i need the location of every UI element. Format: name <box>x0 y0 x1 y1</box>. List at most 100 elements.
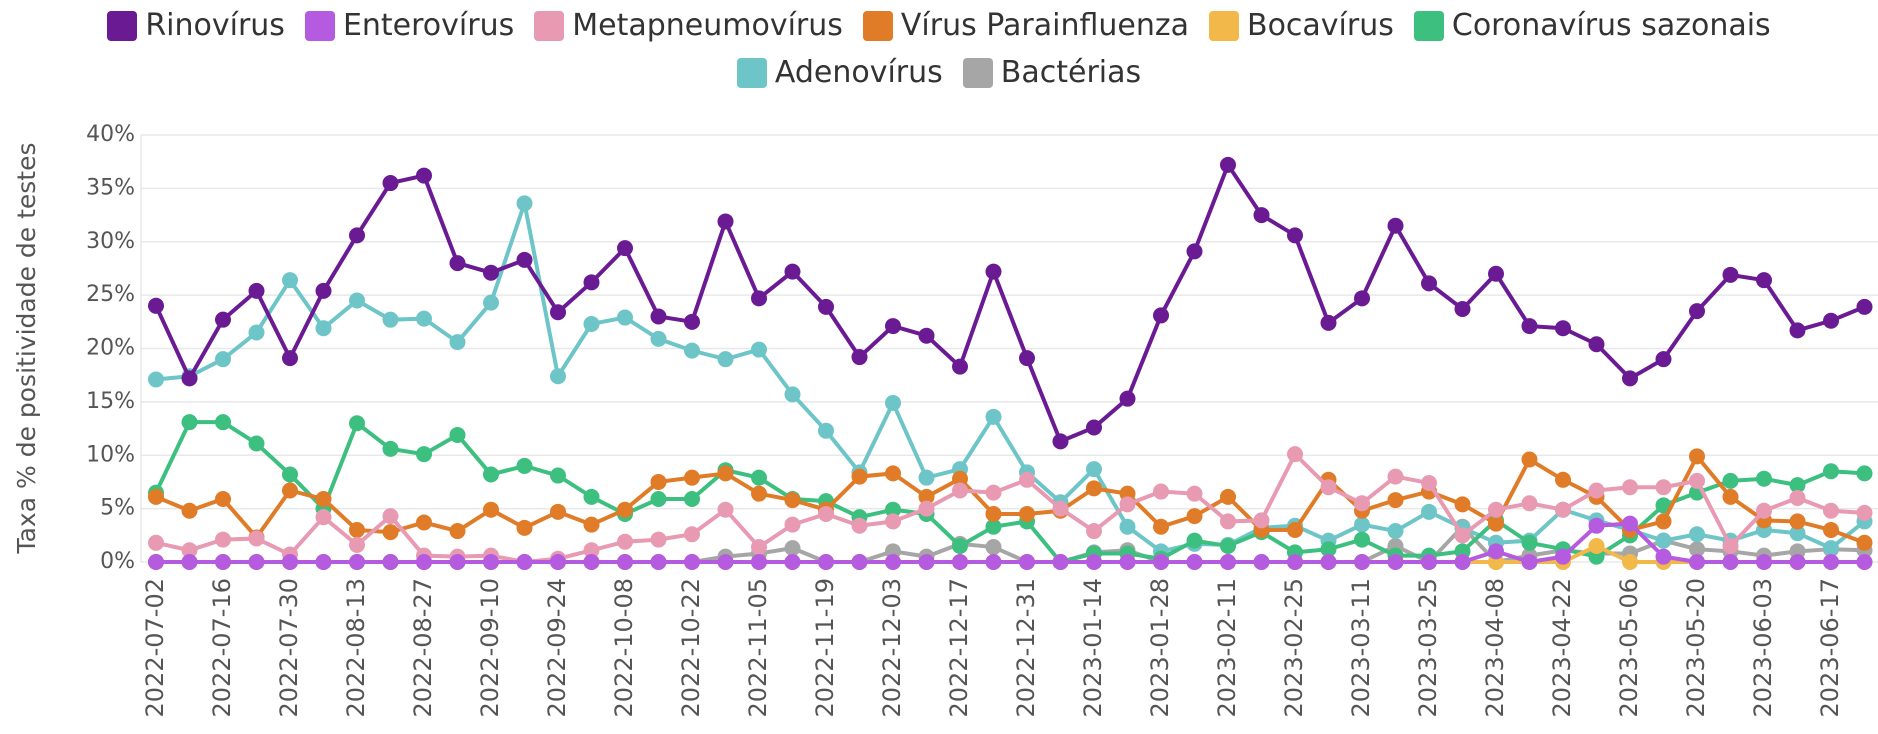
point <box>1387 523 1404 540</box>
point <box>349 521 365 538</box>
point <box>885 394 901 411</box>
point <box>851 468 868 485</box>
point <box>985 554 1002 570</box>
point <box>1086 461 1102 478</box>
y-axis-title: Taxa % de positividade de testes <box>12 142 41 554</box>
point <box>382 440 399 457</box>
x-tick-label: 2022-09-10 <box>476 578 504 717</box>
point <box>550 554 566 570</box>
legend-item[interactable]: Bocavírus <box>1208 8 1394 43</box>
y-tick-label: 25% <box>86 282 135 307</box>
point <box>1622 515 1638 532</box>
point <box>1488 515 1504 532</box>
point <box>784 516 801 533</box>
point <box>382 175 399 192</box>
point <box>717 213 734 230</box>
point <box>1354 531 1370 548</box>
legend-item[interactable]: Coronavírus sazonais <box>1413 8 1771 43</box>
point <box>483 554 499 570</box>
point <box>818 554 834 570</box>
point <box>1689 541 1705 558</box>
point <box>483 501 499 518</box>
point <box>918 554 935 570</box>
legend-label: Bactérias <box>1000 55 1142 90</box>
point <box>818 422 834 439</box>
x-tick-label: 2023-02-11 <box>1213 578 1241 717</box>
point <box>550 368 566 385</box>
point <box>617 309 633 326</box>
point <box>885 554 901 570</box>
point <box>784 540 801 557</box>
point <box>784 386 801 403</box>
point <box>382 311 399 328</box>
point <box>1722 488 1739 505</box>
legend-item[interactable]: Enterovírus <box>304 8 514 43</box>
point <box>416 446 432 463</box>
legend-item[interactable]: Bactérias <box>962 55 1142 90</box>
point <box>1186 508 1203 525</box>
point <box>1153 554 1169 570</box>
point <box>1555 548 1571 565</box>
point <box>1789 525 1806 542</box>
point <box>1287 554 1303 570</box>
point <box>148 297 164 314</box>
point <box>985 539 1002 556</box>
point <box>1119 496 1136 513</box>
point <box>717 351 734 368</box>
point <box>717 465 734 482</box>
point <box>416 310 432 327</box>
x-tick-label: 2022-11-19 <box>811 578 839 717</box>
point <box>1019 554 1035 570</box>
x-tick-label: 2022-10-22 <box>677 578 705 717</box>
point <box>1789 513 1806 530</box>
point <box>1253 554 1270 570</box>
x-tick-label: 2023-04-22 <box>1548 578 1576 717</box>
legend-item[interactable]: Vírus Parainfluenza <box>862 8 1189 43</box>
point <box>516 251 533 268</box>
point <box>349 227 365 244</box>
point <box>416 514 432 531</box>
point <box>315 554 332 570</box>
point <box>215 531 231 548</box>
point <box>516 554 533 570</box>
legend-item[interactable]: Adenovírus <box>736 55 943 90</box>
point <box>1220 156 1236 173</box>
point <box>315 320 332 337</box>
x-tick-label: 2022-07-02 <box>141 578 169 717</box>
x-tick-label: 2023-04-08 <box>1481 578 1509 717</box>
legend-swatch <box>1413 10 1444 41</box>
point <box>1521 451 1538 468</box>
x-tick-label: 2023-02-25 <box>1280 578 1308 717</box>
legend-item[interactable]: Metapneumovírus <box>534 8 843 43</box>
point <box>181 414 198 431</box>
legend-label: Coronavírus sazonais <box>1451 8 1771 43</box>
point <box>1622 479 1638 496</box>
point <box>516 195 533 212</box>
point <box>282 482 298 499</box>
point <box>1588 482 1605 499</box>
point <box>583 516 600 533</box>
point <box>248 324 265 341</box>
point <box>282 272 298 289</box>
point <box>282 554 298 570</box>
point <box>583 488 600 505</box>
point <box>717 554 734 570</box>
point <box>416 554 432 570</box>
point <box>1354 554 1370 570</box>
point <box>1320 314 1337 331</box>
point <box>1320 479 1337 496</box>
point <box>248 530 265 547</box>
point <box>1086 419 1102 436</box>
point <box>1756 554 1772 570</box>
legend-item[interactable]: Rinovírus <box>107 8 285 43</box>
x-tick-label: 2022-12-17 <box>945 578 973 717</box>
point <box>784 554 801 570</box>
point <box>1555 320 1571 337</box>
x-tick-label: 2023-03-25 <box>1414 578 1442 717</box>
point <box>1689 526 1705 543</box>
point <box>751 485 767 502</box>
point <box>483 294 499 311</box>
point <box>1689 303 1705 320</box>
point <box>985 263 1002 280</box>
point <box>650 308 667 325</box>
